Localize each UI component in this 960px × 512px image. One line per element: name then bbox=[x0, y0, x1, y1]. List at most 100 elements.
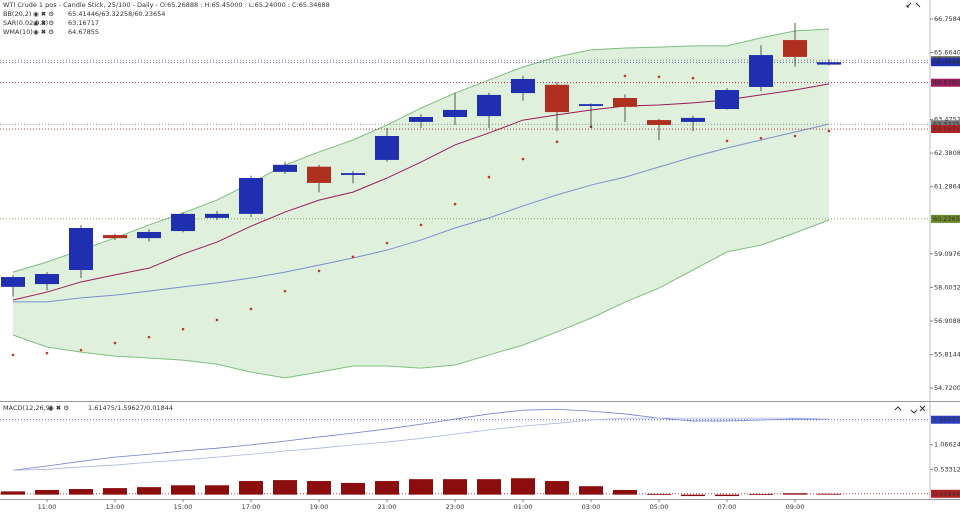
histogram-bar bbox=[375, 481, 399, 495]
y-tick-label: 65.66404 bbox=[934, 48, 960, 56]
price-marker-label: 0.01844 bbox=[933, 490, 960, 498]
candle-body bbox=[817, 62, 841, 65]
sar-dot bbox=[691, 76, 695, 80]
sar-dot bbox=[827, 129, 831, 133]
candle-body bbox=[205, 213, 229, 218]
histogram-bar bbox=[409, 479, 433, 495]
macd-line bbox=[12, 417, 830, 471]
histogram-bar bbox=[647, 494, 671, 495]
histogram-bar bbox=[579, 486, 603, 495]
y-tick-label: 62.38084 bbox=[934, 149, 960, 157]
histogram-bar bbox=[273, 480, 297, 495]
expand-icon[interactable] bbox=[906, 2, 921, 8]
histogram-bar bbox=[545, 481, 569, 495]
candle-body bbox=[681, 117, 705, 122]
price-marker bbox=[931, 415, 960, 424]
sar-dot bbox=[521, 157, 525, 161]
legend-icons: ◉ ✖ ⚙ bbox=[33, 10, 54, 18]
price-marker-label: 65.34688 bbox=[933, 58, 960, 66]
price-marker-label: 60.23654 bbox=[933, 215, 960, 223]
macd-values: 1.61475/1.59627/0.01844 bbox=[88, 404, 173, 412]
candle-body bbox=[545, 84, 569, 113]
histogram-bar bbox=[1, 491, 25, 495]
y-tick-label: 61.28644 bbox=[934, 183, 960, 191]
sar-dot bbox=[657, 75, 661, 79]
y-tick-label: 0.53312 bbox=[934, 466, 960, 474]
toolbar-icons bbox=[894, 2, 926, 414]
sar-dot bbox=[555, 140, 559, 144]
y-tick-label: 54.72004 bbox=[934, 384, 960, 392]
sar-dot bbox=[725, 139, 729, 143]
histogram-bar bbox=[239, 481, 263, 495]
legend-value: 64.67855 bbox=[68, 28, 99, 36]
histogram-bar bbox=[341, 482, 365, 495]
x-tick-label: 17:00 bbox=[242, 503, 261, 511]
sar-dot bbox=[113, 341, 117, 345]
histogram-bar bbox=[307, 481, 331, 495]
candle-body bbox=[307, 166, 331, 183]
legend-name: WMA(10) bbox=[3, 28, 33, 36]
histogram-bar bbox=[783, 493, 807, 495]
price-marker bbox=[931, 120, 960, 129]
x-tick-label: 23:00 bbox=[446, 503, 465, 511]
candle-body bbox=[171, 213, 195, 232]
macd-icons: ◉ ✖ ⚙ bbox=[48, 404, 69, 412]
histogram-bar bbox=[817, 493, 841, 495]
histogram-bar bbox=[613, 489, 637, 495]
candle-body bbox=[239, 178, 263, 214]
price-marker bbox=[931, 78, 960, 87]
candle-body bbox=[511, 78, 535, 94]
legend-value: 65.41446/63.32258/60.23654 bbox=[68, 10, 165, 18]
x-tick-label: 03:00 bbox=[582, 503, 601, 511]
sar-dot bbox=[487, 175, 491, 179]
candle-body bbox=[273, 164, 297, 172]
panel-icons[interactable] bbox=[894, 405, 926, 414]
y-tick-label: 58.00324 bbox=[934, 283, 960, 291]
x-tick-label: 11:00 bbox=[38, 503, 57, 511]
y-tick-label: 56.90884 bbox=[934, 317, 960, 325]
sar-dot bbox=[181, 327, 185, 331]
sar-dot bbox=[419, 223, 423, 227]
price-marker bbox=[931, 125, 960, 134]
x-tick-label: 01:00 bbox=[514, 503, 533, 511]
histogram-bar bbox=[477, 479, 501, 495]
histogram-bar bbox=[715, 494, 739, 497]
histogram-bar bbox=[205, 485, 229, 495]
price-marker-label: 64.67855 bbox=[933, 79, 960, 87]
sar-dot bbox=[11, 353, 15, 357]
x-tick-label: 13:00 bbox=[106, 503, 125, 511]
histogram-bar bbox=[35, 489, 59, 495]
indicator-line bbox=[12, 219, 830, 379]
x-tick-label: 09:00 bbox=[786, 503, 805, 511]
legend-name: SAR(0.02,0.2) bbox=[3, 19, 48, 27]
price-marker bbox=[931, 214, 960, 223]
x-tick-label: 07:00 bbox=[718, 503, 737, 511]
macd-title: MACD(12,26,9) bbox=[3, 404, 52, 412]
y-tick-label: 59.09764 bbox=[934, 250, 960, 258]
candle-body bbox=[35, 273, 59, 285]
sar-dot bbox=[283, 289, 287, 293]
candle-body bbox=[443, 109, 467, 118]
price-marker bbox=[931, 489, 960, 498]
price-panel: 54.72004 55.81444 56.90884 58.00324 59.09764… bbox=[0, 15, 960, 511]
x-tick-label: 19:00 bbox=[310, 503, 329, 511]
price-marker-label: 1.59627 bbox=[933, 416, 960, 424]
sar-dot bbox=[147, 335, 151, 339]
indicator-line bbox=[13, 123, 830, 303]
histogram-bar bbox=[69, 489, 93, 495]
histogram-bar bbox=[443, 479, 467, 495]
candle-body bbox=[409, 117, 433, 122]
price-marker bbox=[931, 58, 960, 67]
macd-panel: 0.53312 1.06624 1.59627 0.01844 bbox=[0, 408, 960, 498]
legend-icons: ◉ ✖ ⚙ bbox=[33, 28, 54, 36]
sar-dot bbox=[759, 136, 763, 140]
sar-dot bbox=[351, 255, 355, 259]
candle-body bbox=[137, 231, 161, 239]
header: WTI Crude 1 pos - Candle Stick, 25/100 -… bbox=[3, 1, 330, 412]
legend-value: 63.16717 bbox=[68, 19, 99, 27]
candle-body bbox=[375, 136, 399, 160]
histogram-bar bbox=[171, 485, 195, 495]
sar-dot bbox=[623, 74, 627, 78]
sar-dot bbox=[249, 307, 253, 311]
